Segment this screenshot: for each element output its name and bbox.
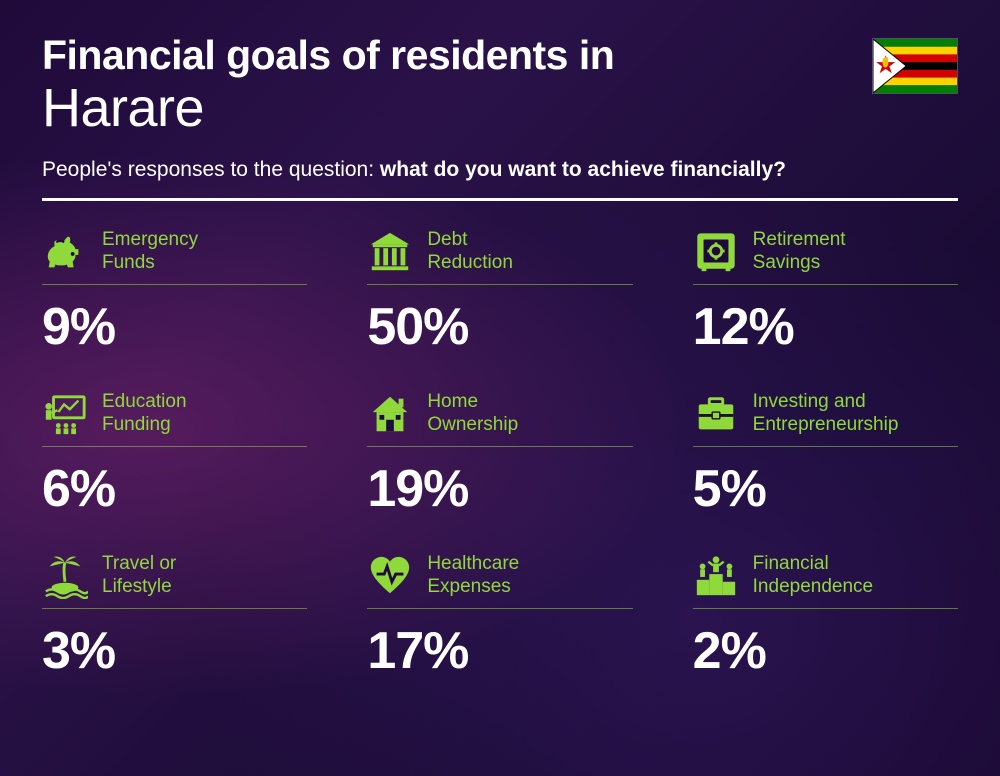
stat-label: Home Ownership — [427, 391, 518, 437]
stat-head: Education Funding — [42, 389, 307, 447]
house-icon — [367, 391, 413, 437]
island-icon — [42, 553, 88, 599]
safe-icon — [693, 229, 739, 275]
stat-label: Emergency Funds — [102, 229, 198, 275]
stat-head: Healthcare Expenses — [367, 551, 632, 609]
stat-head: Debt Reduction — [367, 227, 632, 285]
stat-value: 12% — [693, 297, 958, 357]
stat-label: Travel or Lifestyle — [102, 553, 176, 599]
stat-value: 50% — [367, 297, 632, 357]
podium-icon — [693, 553, 739, 599]
stat-value: 5% — [693, 459, 958, 519]
stat-value: 3% — [42, 621, 307, 681]
stat-label: Financial Independence — [753, 553, 873, 599]
stat-retirement-savings: Retirement Savings 12% — [693, 227, 958, 357]
stat-head: Travel or Lifestyle — [42, 551, 307, 609]
subtitle-lead: People's responses to the question: — [42, 158, 380, 181]
stat-healthcare: Healthcare Expenses 17% — [367, 551, 632, 681]
stat-head: Investing and Entrepreneurship — [693, 389, 958, 447]
title-city: Harare — [42, 79, 958, 138]
presentation-icon — [42, 391, 88, 437]
stat-value: 19% — [367, 459, 632, 519]
stat-head: Home Ownership — [367, 389, 632, 447]
stat-emergency-funds: Emergency Funds 9% — [42, 227, 307, 357]
stat-debt-reduction: Debt Reduction 50% — [367, 227, 632, 357]
stat-value: 2% — [693, 621, 958, 681]
stat-label: Investing and Entrepreneurship — [753, 391, 899, 437]
divider — [42, 198, 958, 201]
stat-label: Debt Reduction — [427, 229, 513, 275]
subtitle-bold: what do you want to achieve financially? — [380, 158, 786, 181]
stat-travel-lifestyle: Travel or Lifestyle 3% — [42, 551, 307, 681]
stat-head: Retirement Savings — [693, 227, 958, 285]
zimbabwe-flag-icon — [872, 38, 958, 94]
stat-investing: Investing and Entrepreneurship 5% — [693, 389, 958, 519]
heart-pulse-icon — [367, 553, 413, 599]
subtitle: People's responses to the question: what… — [42, 158, 958, 182]
stat-label: Retirement Savings — [753, 229, 846, 275]
header: Financial goals of residents in Harare P… — [42, 34, 958, 182]
stat-head: Financial Independence — [693, 551, 958, 609]
piggy-bank-icon — [42, 229, 88, 275]
title-prefix: Financial goals of residents in — [42, 34, 958, 77]
stat-value: 17% — [367, 621, 632, 681]
stat-value: 9% — [42, 297, 307, 357]
stat-value: 6% — [42, 459, 307, 519]
stat-label: Education Funding — [102, 391, 187, 437]
stat-education-funding: Education Funding 6% — [42, 389, 307, 519]
briefcase-icon — [693, 391, 739, 437]
stat-label: Healthcare Expenses — [427, 553, 519, 599]
stat-financial-independence: Financial Independence 2% — [693, 551, 958, 681]
stat-home-ownership: Home Ownership 19% — [367, 389, 632, 519]
bank-columns-icon — [367, 229, 413, 275]
stats-grid: Emergency Funds 9% Debt Reduction 50% Re… — [42, 227, 958, 681]
stat-head: Emergency Funds — [42, 227, 307, 285]
